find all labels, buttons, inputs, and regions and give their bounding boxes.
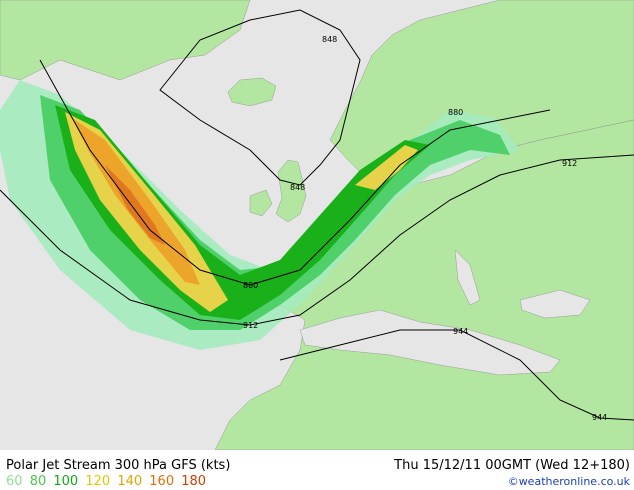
inland-seas — [299, 249, 591, 376]
forecast-datetime: Thu 15/12/11 00GMT (Wed 12+180) — [394, 458, 630, 473]
contour-880-line — [39, 59, 551, 286]
legend-item: 100 — [53, 474, 79, 489]
legend-item: 80 — [29, 474, 47, 489]
jet-zone-120b — [355, 145, 418, 190]
jet-zone-160 — [105, 165, 165, 245]
contour-label: 944 — [592, 413, 607, 422]
contour-label: 912 — [243, 321, 258, 330]
contour-912-line — [0, 154, 634, 326]
legend-item: 160 — [149, 474, 175, 489]
contour-lines — [0, 9, 634, 421]
contour-label: 848 — [290, 183, 305, 192]
contour-848-line — [159, 9, 361, 186]
credit-link[interactable]: ©weatheronline.co.uk — [507, 475, 630, 488]
jet-stream-map: 848 848 880 880 912 912 944 944 — [0, 0, 634, 451]
contour-labels: 848 848 880 880 912 912 944 944 — [243, 35, 607, 422]
speed-legend: 60 80 100 120 140 160 180 — [6, 474, 209, 489]
jet-stream — [0, 80, 520, 350]
land — [0, 0, 634, 451]
legend-item: 60 — [6, 474, 23, 489]
footer: Polar Jet Stream 300 hPa GFS (kts) Thu 1… — [0, 450, 634, 490]
jet-zone-100 — [55, 105, 430, 320]
contour-label: 912 — [562, 159, 577, 168]
contour-label: 848 — [322, 35, 337, 44]
contour-label: 880 — [243, 281, 258, 290]
contour-label: 880 — [448, 108, 463, 117]
legend-item: 140 — [117, 474, 143, 489]
legend-item: 180 — [181, 474, 207, 489]
legend-item: 120 — [85, 474, 111, 489]
contour-944-line — [279, 329, 634, 421]
contour-label: 944 — [453, 327, 468, 336]
map-title: Polar Jet Stream 300 hPa GFS (kts) — [6, 458, 231, 473]
